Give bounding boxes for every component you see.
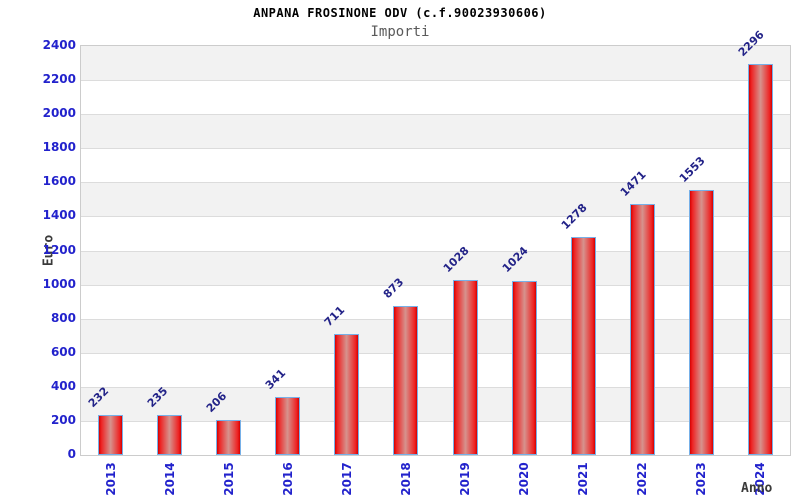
x-tick-label-2013: 2013: [103, 462, 118, 496]
bar-2022: [629, 204, 655, 455]
y-tick-label: 1200: [42, 242, 76, 257]
y-tick-label: 600: [50, 344, 76, 359]
plot-band: [81, 250, 790, 285]
x-tick-label-2015: 2015: [221, 462, 236, 496]
plot-area: [80, 45, 791, 456]
plot-band: [81, 80, 790, 115]
bar-2017: [334, 333, 360, 455]
x-tick-label-2014: 2014: [162, 462, 177, 496]
y-tick-label: 2000: [42, 106, 76, 121]
gridline: [81, 352, 790, 354]
plot-band: [81, 114, 790, 149]
plot-band: [81, 148, 790, 183]
y-tick-label: 1800: [42, 140, 76, 155]
bar-2015: [216, 419, 242, 455]
bar-2014: [157, 414, 183, 455]
y-tick-label: 2200: [42, 72, 76, 87]
x-tick-label-2023: 2023: [694, 462, 709, 496]
gridline: [81, 250, 790, 252]
gridline: [81, 284, 790, 286]
bar-2018: [393, 306, 419, 455]
y-tick-label: 1000: [42, 276, 76, 291]
plot-band: [81, 420, 790, 455]
x-tick-label-2022: 2022: [635, 462, 650, 496]
x-tick-label-2019: 2019: [458, 462, 473, 496]
plot-band: [81, 318, 790, 353]
x-tick-label-2017: 2017: [339, 462, 354, 496]
bar-2024: [747, 63, 773, 455]
plot-band: [81, 284, 790, 319]
gridline: [81, 216, 790, 218]
bar-2013: [98, 415, 124, 455]
y-tick-label: 2400: [42, 38, 76, 52]
gridline: [81, 318, 790, 320]
x-tick-label-2018: 2018: [398, 462, 413, 496]
x-tick-label-2016: 2016: [280, 462, 295, 496]
chart-subtitle: Importi: [370, 24, 430, 40]
y-tick-label: 400: [50, 378, 76, 393]
x-tick-label-2021: 2021: [576, 462, 591, 496]
plot-band: [81, 386, 790, 421]
bar-2023: [688, 190, 714, 455]
plot-band: [81, 352, 790, 387]
bar-2019: [452, 279, 478, 455]
gridline: [81, 386, 790, 388]
y-tick-label: 1600: [42, 174, 76, 189]
chart-title: ANPANA FROSINONE ODV (c.f.90023930606): [253, 6, 547, 20]
x-tick-label-2020: 2020: [517, 462, 532, 496]
bar-2020: [511, 280, 537, 455]
plot-band: [81, 46, 790, 81]
gridline: [81, 182, 790, 184]
gridline: [81, 420, 790, 422]
plot-band: [81, 216, 790, 251]
x-axis-title: Anno: [741, 481, 773, 496]
bar-2021: [570, 237, 596, 455]
y-tick-label: 200: [50, 412, 76, 427]
gridline: [81, 114, 790, 116]
y-tick-label: 0: [67, 447, 76, 461]
y-tick-label: 800: [50, 310, 76, 325]
y-tick-label: 1400: [42, 208, 76, 223]
bar-2016: [275, 396, 301, 455]
plot-band: [81, 182, 790, 217]
gridline: [81, 148, 790, 150]
gridline: [81, 80, 790, 82]
